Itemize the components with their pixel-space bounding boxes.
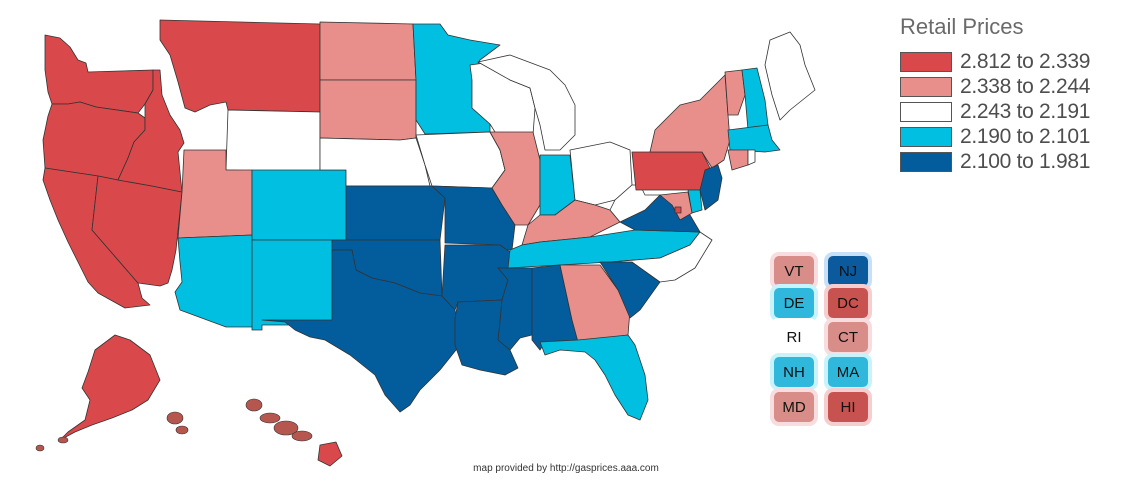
legend: Retail Prices 2.812 to 2.339 2.338 to 2.2… — [900, 14, 1115, 175]
legend-swatch — [900, 77, 952, 97]
legend-swatch — [900, 127, 952, 147]
island-shape — [166, 411, 184, 425]
island-shape — [259, 412, 281, 424]
state-dc — [674, 206, 682, 214]
legend-swatch — [900, 102, 952, 122]
badge-label: HI — [840, 398, 856, 416]
badge-label: DE — [783, 294, 805, 312]
legend-title: Retail Prices — [900, 14, 1024, 39]
state-ia — [415, 131, 506, 189]
badge-nj: NJ — [828, 256, 868, 286]
island-shape — [273, 420, 299, 436]
badge-nh: NH — [774, 357, 814, 387]
badge-label: CT — [838, 328, 858, 346]
badge-md: MD — [774, 392, 814, 422]
legend-swatch — [900, 52, 952, 72]
source-credit: map provided by http://gasprices.aaa.com — [473, 463, 659, 474]
badge-label: VT — [784, 262, 804, 280]
legend-row: 2.190 to 2.101 — [900, 125, 1115, 149]
state-md — [659, 191, 693, 221]
legend-row: 2.338 to 2.244 — [900, 75, 1115, 99]
island-shape — [175, 425, 189, 435]
state-ct — [727, 149, 749, 171]
legend-row: 2.812 to 2.339 — [900, 50, 1115, 74]
island-shape — [291, 430, 313, 442]
state-nd — [319, 21, 417, 81]
legend-label: 2.338 to 2.244 — [960, 75, 1091, 98]
state-nh — [741, 67, 769, 131]
legend-row: 2.243 to 2.191 — [900, 100, 1115, 124]
badge-ct: CT — [828, 322, 868, 352]
state-nc — [609, 231, 713, 283]
badge-label: MA — [836, 363, 860, 381]
state-co — [251, 169, 347, 241]
state-il — [489, 131, 541, 226]
badge-ma: MA — [828, 357, 868, 387]
island-shape — [57, 436, 69, 444]
state-ri — [747, 149, 756, 166]
state-ak — [59, 334, 161, 441]
state-me — [764, 31, 816, 121]
island-shape — [35, 444, 45, 452]
state-ma — [727, 124, 781, 153]
badge-label: DC — [837, 294, 859, 312]
legend-swatch — [900, 152, 952, 172]
state-pa — [631, 151, 711, 191]
badge-hi: HI — [828, 392, 868, 422]
badge-label: NJ — [838, 262, 858, 280]
state-wy — [225, 109, 321, 173]
state-sd — [319, 79, 417, 141]
badge-label: RI — [786, 328, 802, 346]
state-mi — [477, 54, 576, 151]
badge-vt: VT — [774, 256, 814, 286]
badge-label: NH — [783, 363, 805, 381]
state-ks — [345, 185, 446, 241]
state-fl — [539, 334, 649, 421]
state-mt — [159, 19, 321, 113]
legend-label: 2.190 to 2.101 — [960, 125, 1091, 148]
state-ga — [559, 264, 631, 343]
badge-label: MD — [782, 398, 806, 416]
legend-label: 2.812 to 2.339 — [960, 50, 1091, 73]
state-hi — [317, 441, 343, 467]
island-shape — [245, 398, 263, 412]
state-az — [174, 234, 253, 328]
badge-ri: RI — [774, 322, 814, 352]
state-wv — [609, 184, 661, 223]
state-nm — [251, 239, 333, 331]
legend-label: 2.243 to 2.191 — [960, 100, 1091, 123]
state-ny — [649, 74, 731, 169]
state-vt — [724, 69, 746, 116]
badge-de: DE — [774, 288, 814, 318]
badge-dc: DC — [828, 288, 868, 318]
state-tx — [261, 249, 461, 413]
state-wa — [44, 34, 154, 114]
legend-label: 2.100 to 1.981 — [960, 150, 1091, 173]
state-id — [117, 69, 185, 193]
legend-row: 2.100 to 1.981 — [900, 150, 1115, 174]
